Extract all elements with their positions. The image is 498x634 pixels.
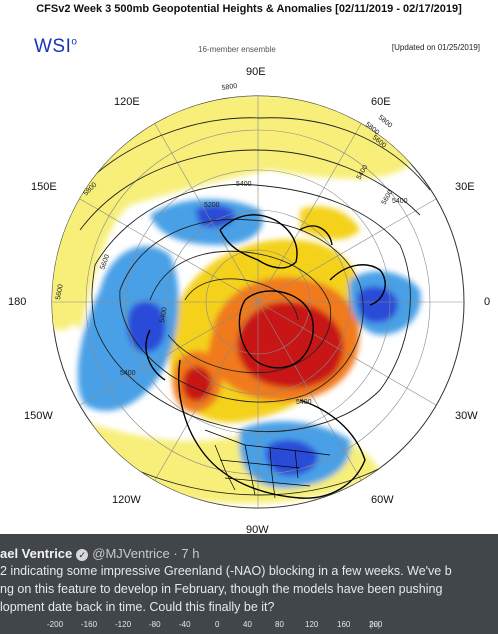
positive-anomaly-west-edge — [52, 238, 80, 331]
logo-text: WSI — [34, 36, 72, 57]
positive-anomaly-alaska-red — [182, 366, 212, 402]
tweet-handle[interactable]: @MJVentrice — [92, 546, 170, 561]
political-borders — [204, 429, 331, 499]
ensemble-note: 16-member ensemble — [198, 45, 276, 54]
lon-label-60w: 60W — [371, 494, 394, 506]
lon-label-30w: 30W — [455, 410, 478, 422]
contour-label: 5800 — [377, 114, 394, 129]
verified-badge-icon: ✓ — [76, 548, 89, 561]
positive-anomaly-north-pacific — [52, 96, 420, 330]
tweet-text: 2 indicating some impressive Greenland (… — [0, 562, 498, 616]
lon-label-90w: 90W — [246, 524, 269, 536]
contour-label: 5400 — [236, 181, 252, 188]
negative-anomaly-atlantic-core — [357, 286, 398, 323]
scale-tick: 160 — [337, 620, 351, 629]
scale-tick: 80 — [275, 620, 284, 629]
lon-label-60e: 60E — [371, 96, 391, 108]
scale-tick: -120 — [115, 620, 132, 629]
graticule — [52, 96, 464, 508]
contour-label: 5400 — [120, 370, 136, 377]
tweet-header: ael Ventrice ✓ @MJVentrice · 7 h — [0, 546, 199, 561]
lon-label-180: 180 — [8, 296, 27, 308]
contour-label: 5400 — [296, 399, 312, 406]
coastlines — [145, 214, 386, 499]
logo-mark: o — [71, 36, 78, 48]
lon-label-30e: 30E — [455, 181, 475, 193]
lon-label-0: 0 — [484, 296, 491, 308]
tweet-line: 2 indicating some impressive Greenland (… — [0, 564, 452, 578]
scale-tick: -200 — [47, 620, 64, 629]
negative-anomaly-pacific-core — [127, 301, 166, 353]
contour-label: 5800 — [221, 83, 238, 92]
tweet-timestamp[interactable]: · 7 h — [173, 546, 200, 561]
map-title: CFSv2 Week 3 500mb Geopotential Heights … — [36, 3, 462, 15]
tweet-author[interactable]: ael Ventrice — [0, 546, 73, 561]
contour-label: 5400 — [159, 307, 169, 324]
contour-label: 5200 — [204, 202, 220, 209]
scale-tick: -80 — [149, 620, 161, 629]
scale-tick: 0 — [215, 620, 220, 629]
lon-label-90e: 90E — [246, 66, 266, 78]
lon-label-150w: 150W — [24, 410, 53, 422]
contour-label: 5600 — [55, 284, 65, 301]
scale-tick: 40 — [243, 620, 252, 629]
scale-tick: -40 — [179, 620, 191, 629]
lon-label-120e: 120E — [114, 96, 140, 108]
scale-tick: -160 — [81, 620, 98, 629]
scale-unit: [m] — [370, 622, 380, 629]
positive-anomaly-greenland-red — [237, 301, 344, 388]
lon-label-150e: 150E — [31, 181, 57, 193]
tweet-overlay[interactable]: ael Ventrice ✓ @MJVentrice · 7 h 2 indicat… — [0, 534, 498, 634]
tweet-line: lopment date back in time. Could this fi… — [0, 600, 275, 614]
tweet-line: ng on this feature to develop in Februar… — [0, 582, 443, 596]
scale-tick: 200 — [369, 620, 383, 629]
contour-label: 5600 — [99, 254, 111, 271]
contour-label: 5400 — [392, 198, 408, 205]
wsi-logo: WSIo — [34, 36, 77, 58]
positive-anomaly-northeast — [300, 206, 360, 240]
anomaly-color-scale: -200 -160 -120 -80 -40 0 40 80 120 160 2… — [0, 620, 498, 632]
scale-tick: 120 — [305, 620, 319, 629]
updated-date: [Updated on 01/25/2019] — [391, 43, 480, 52]
lon-label-120w: 120W — [112, 494, 141, 506]
